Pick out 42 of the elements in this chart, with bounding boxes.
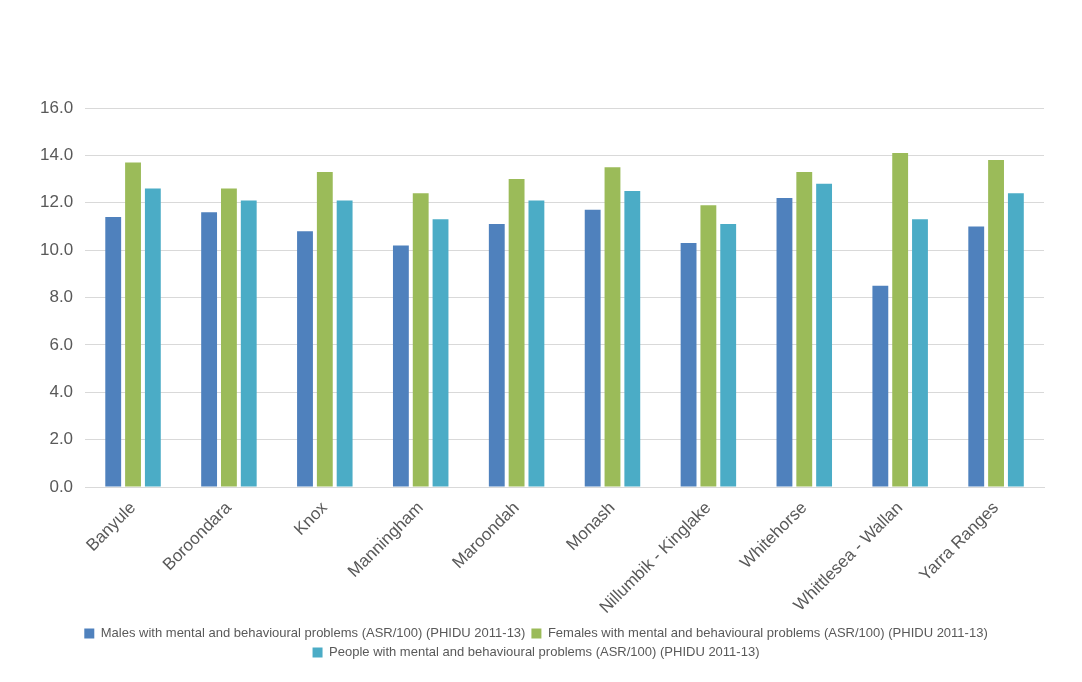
bar <box>776 198 793 487</box>
bar <box>392 245 409 487</box>
bar <box>508 179 525 487</box>
bar <box>680 243 697 487</box>
bar <box>872 285 889 487</box>
bar <box>412 193 429 487</box>
bar <box>240 200 257 487</box>
legend-label: People with mental and behavioural problems (ASR/100) (PHIDU 2011-13) <box>329 644 760 660</box>
y-tick-label: 6.0 <box>49 334 74 354</box>
legend-label: Males with mental and behavioural problems (ASR/100) (PHIDU 2011-13) <box>100 625 526 641</box>
bar <box>624 190 641 487</box>
bar <box>912 219 928 487</box>
bar <box>125 162 141 487</box>
bar <box>144 188 161 487</box>
y-tick-label: 2.0 <box>49 429 74 449</box>
bar <box>816 183 833 487</box>
y-tick-label: 14.0 <box>39 145 74 165</box>
legend-label: Females with mental and behavioural problems (ASR/100) (PHIDU 2011-13) <box>547 625 988 641</box>
bar <box>700 205 717 487</box>
bar <box>584 209 601 487</box>
bar <box>604 167 621 487</box>
y-tick-label: 8.0 <box>49 287 74 307</box>
bar <box>336 200 353 487</box>
bar <box>105 216 122 487</box>
y-tick-label: 10.0 <box>39 239 74 259</box>
bar <box>297 231 313 487</box>
y-tick-label: 16.0 <box>39 97 74 117</box>
bar <box>432 219 449 487</box>
y-tick-label: 12.0 <box>39 192 74 212</box>
bar <box>201 212 218 487</box>
bar <box>221 188 237 487</box>
bar <box>796 171 813 487</box>
bar <box>528 200 545 487</box>
y-tick-label: 4.0 <box>49 381 74 401</box>
bar <box>316 171 333 487</box>
bar <box>988 160 1004 487</box>
bar <box>968 226 985 487</box>
y-tick-label: 0.0 <box>49 476 74 496</box>
bar <box>488 224 505 487</box>
bar <box>1007 193 1024 487</box>
bar <box>720 224 737 487</box>
bar <box>892 153 909 487</box>
